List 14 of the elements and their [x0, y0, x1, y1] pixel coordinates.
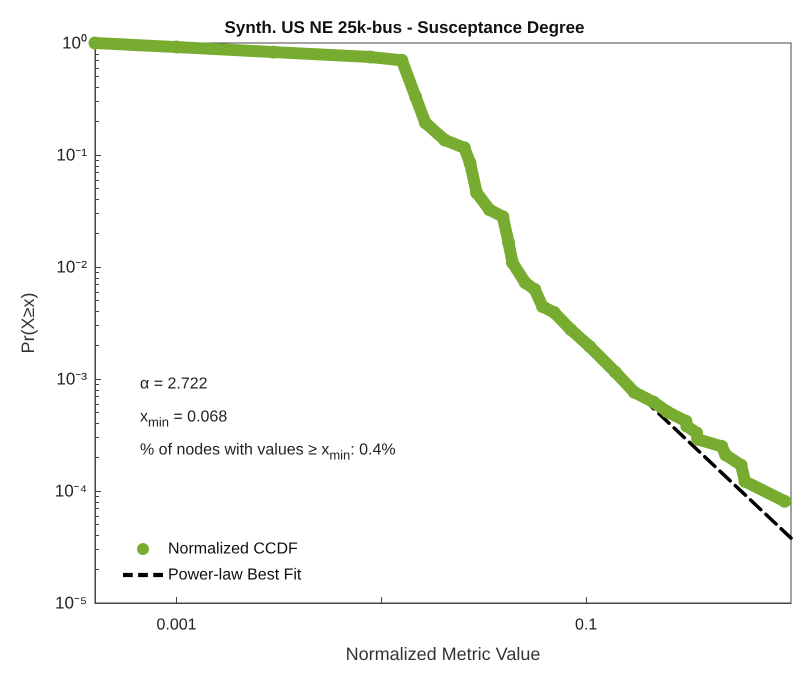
legend-label: Normalized CCDF [168, 540, 298, 558]
y-axis-title: Pr(X≥x) [18, 292, 38, 354]
y-tick-label: 10⁻² [56, 258, 88, 276]
chart-title: Synth. US NE 25k-bus - Susceptance Degree [224, 18, 584, 37]
y-tick-label: 10⁻¹ [56, 146, 88, 164]
annotation: α = 2.722 [140, 376, 208, 392]
x-tick-label: 0.1 [575, 616, 598, 634]
y-tick-label: 10⁻³ [56, 370, 88, 388]
y-tick-label: 10⁻⁴ [54, 482, 87, 500]
x-axis-title: Normalized Metric Value [346, 644, 540, 664]
y-tick-label: 10⁻⁵ [55, 594, 87, 612]
legend-label: Power-law Best Fit [168, 566, 302, 584]
x-tick-label: 0.001 [156, 616, 197, 634]
y-tick-label: 10⁰ [62, 34, 87, 52]
